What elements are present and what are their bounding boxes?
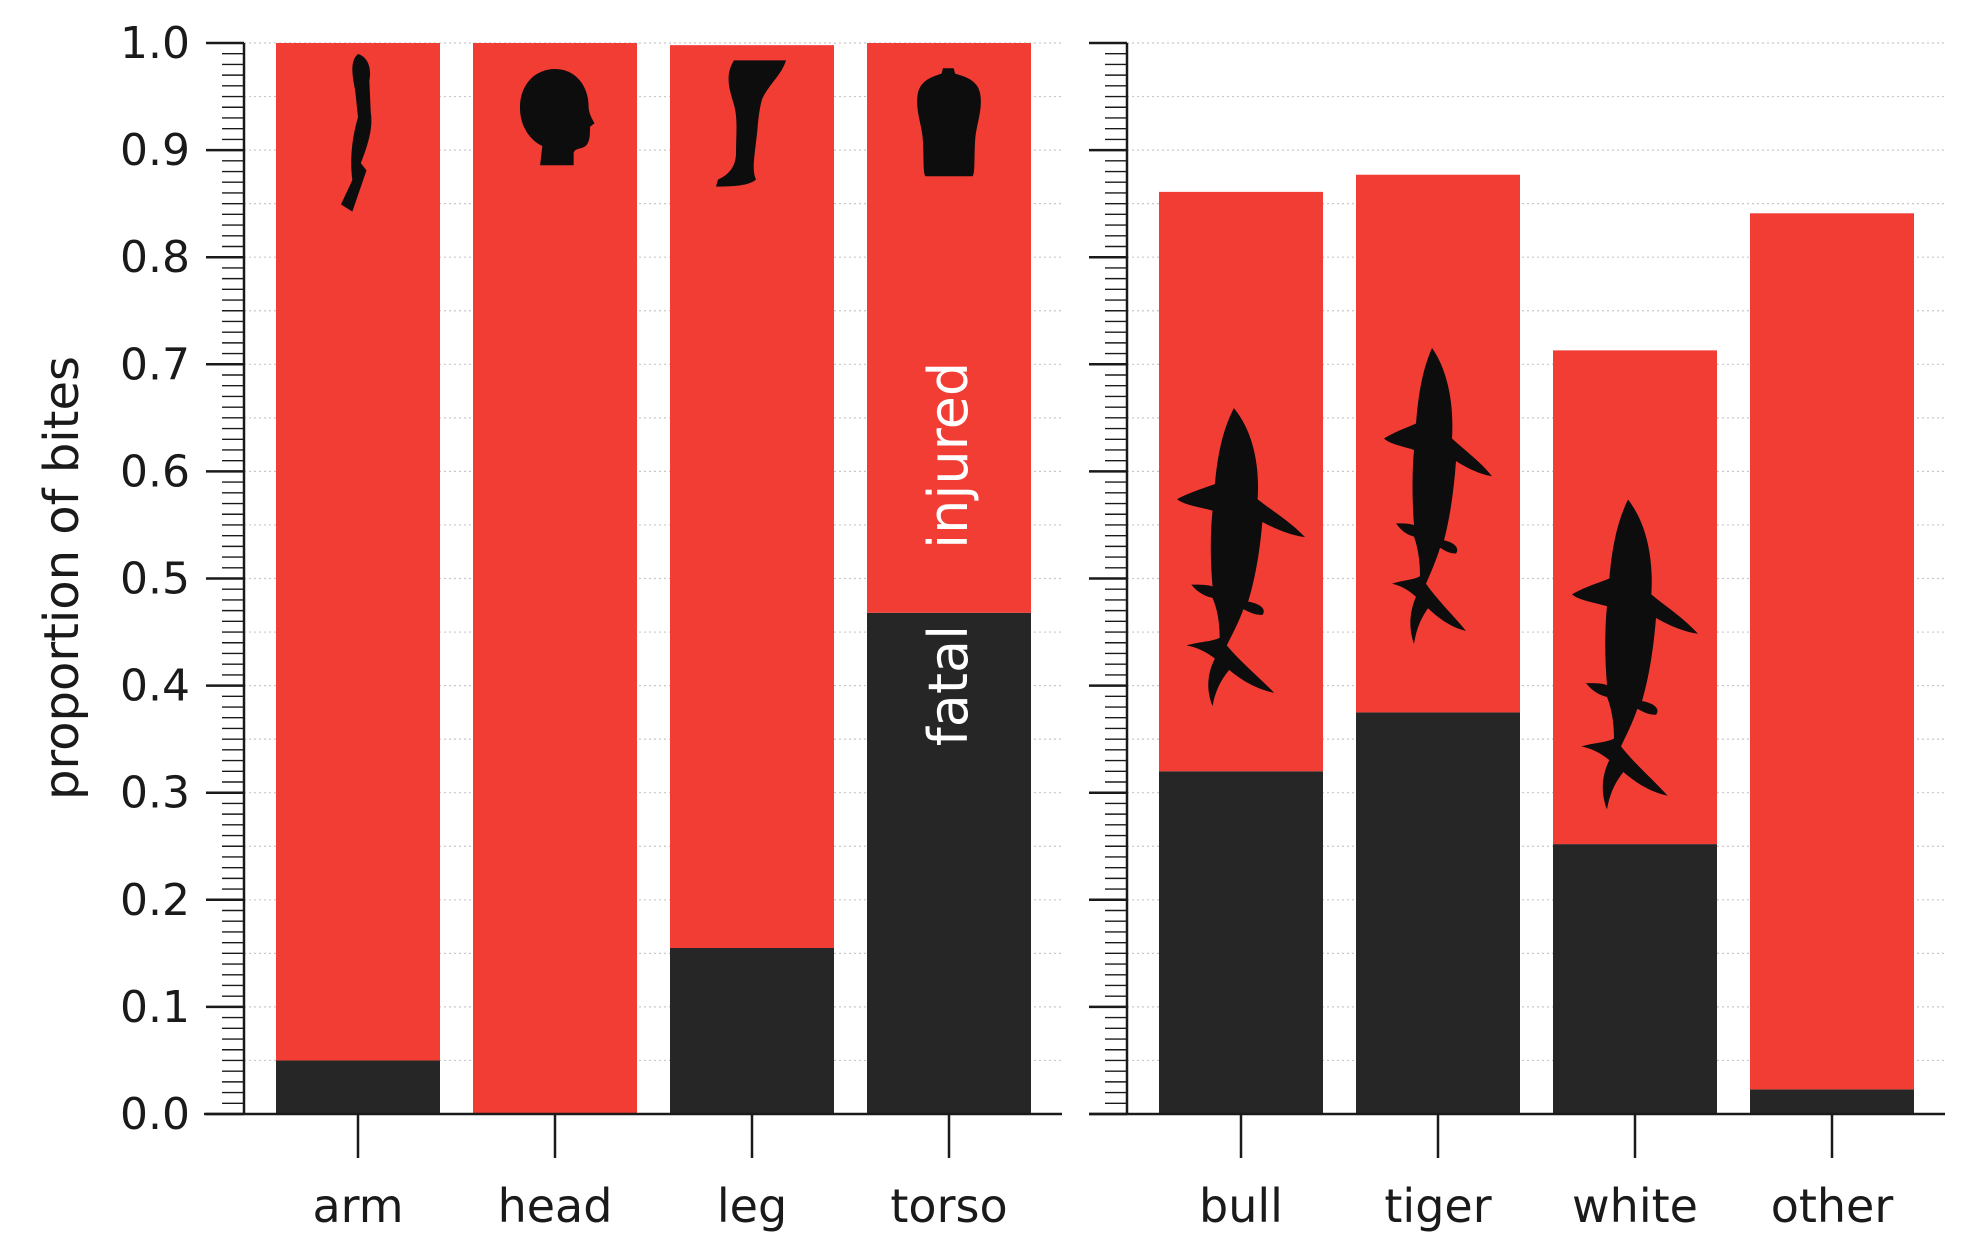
bar-leg-injured xyxy=(670,45,834,948)
leg-silhouette-shape xyxy=(716,60,786,187)
head-silhouette-shape xyxy=(519,68,595,166)
bull-shark-icon xyxy=(1177,408,1305,707)
labels: arm head leg torso 0.0 0.1 0.2 0.3 0.4 0.5 0.6 0.7 0… xyxy=(120,18,1893,1233)
category-label-tiger: tiger xyxy=(1384,1179,1491,1233)
arm-silhouette-shape xyxy=(341,54,372,212)
category-label-arm: arm xyxy=(312,1179,403,1233)
bar-tiger-fatal xyxy=(1356,712,1520,1114)
y-axis-title: proportion of bites xyxy=(34,356,90,800)
y-tick-label: 0.5 xyxy=(120,554,190,605)
white-shark-icon xyxy=(1572,499,1698,810)
y-tick-label: 1.0 xyxy=(120,18,190,69)
torso-silhouette-shape xyxy=(917,68,981,177)
y-tick-label: 0.7 xyxy=(120,339,190,390)
bar-arm-injured xyxy=(276,43,440,1061)
y-tick-label: 0.4 xyxy=(120,661,190,712)
fatal-annotation: fatal xyxy=(917,625,980,746)
category-label-torso: torso xyxy=(890,1179,1007,1233)
axes xyxy=(204,41,1945,1158)
y-tick-label: 0.9 xyxy=(120,125,190,176)
y-tick-label: 0.6 xyxy=(120,446,190,497)
category-label-head: head xyxy=(498,1179,613,1233)
bar-other-fatal xyxy=(1750,1089,1914,1114)
y-tick-label: 0.2 xyxy=(120,875,190,926)
bar-other-injured xyxy=(1750,213,1914,1090)
y-tick-label: 0.1 xyxy=(120,982,190,1033)
category-label-other: other xyxy=(1771,1179,1894,1233)
category-label-white: white xyxy=(1572,1179,1698,1233)
torso-silhouette-icon xyxy=(917,68,981,177)
tiger-shark-icon xyxy=(1384,348,1492,645)
y-tick-label: 0.8 xyxy=(120,232,190,283)
bar-leg-fatal xyxy=(670,947,834,1114)
tiger-shark-shape xyxy=(1384,348,1492,645)
bull-shark-shape xyxy=(1177,408,1305,707)
bar-torso-fatal xyxy=(867,612,1031,1114)
bar-head-injured xyxy=(473,43,637,1114)
leg-silhouette-icon xyxy=(716,60,786,187)
arm-silhouette-icon xyxy=(341,54,372,212)
y-tick-label: 0.3 xyxy=(120,768,190,819)
category-label-bull: bull xyxy=(1199,1179,1283,1233)
white-shark-shape xyxy=(1572,499,1698,810)
y-tick-label: 0.0 xyxy=(120,1089,190,1140)
bar-bull-fatal xyxy=(1159,771,1323,1114)
head-silhouette-icon xyxy=(519,68,595,166)
bars xyxy=(276,43,1914,1114)
category-label-leg: leg xyxy=(717,1179,787,1233)
bar-arm-fatal xyxy=(276,1060,440,1114)
bar-white-fatal xyxy=(1553,844,1717,1114)
injured-annotation: injured xyxy=(917,362,980,549)
icons xyxy=(341,54,1698,810)
